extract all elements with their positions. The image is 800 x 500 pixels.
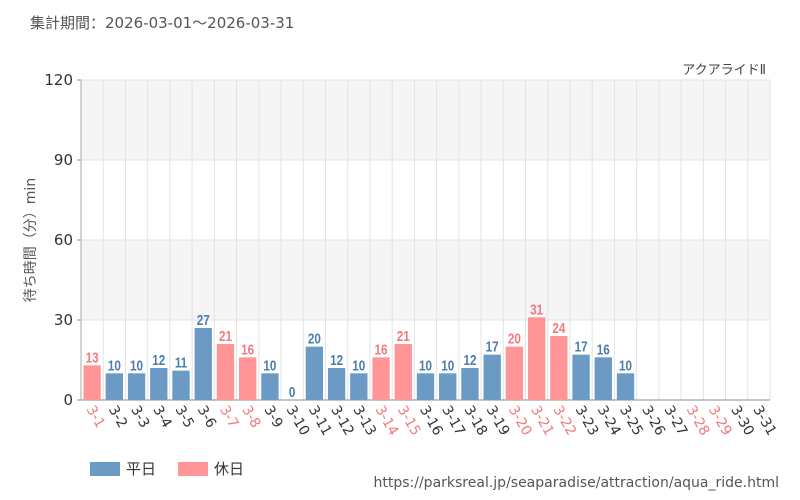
bar (350, 373, 368, 400)
bar-value-label: 17 (575, 338, 588, 355)
x-tick-label: 3-3 (127, 403, 152, 431)
x-tick-label: 3-6 (194, 403, 219, 431)
bar (172, 370, 190, 400)
bar-value-label: 12 (330, 352, 343, 369)
bar-value-label: 11 (175, 354, 188, 371)
bar-value-label: 31 (530, 301, 543, 318)
bar-value-label: 10 (352, 357, 365, 374)
bar (505, 346, 524, 400)
bar-value-label: 10 (441, 357, 454, 374)
bar-value-label: 20 (508, 330, 521, 347)
bar (616, 373, 635, 400)
y-tick-label: 90 (54, 151, 73, 169)
x-tick-label: 3-9 (260, 403, 285, 431)
bar (216, 344, 235, 400)
bar (527, 317, 546, 400)
bar-value-label: 10 (108, 357, 121, 374)
bar (483, 354, 501, 400)
bar (416, 373, 435, 400)
bar (105, 373, 124, 400)
legend-item-holiday: 休日 (178, 458, 244, 479)
bar (239, 357, 257, 400)
bar-value-label: 16 (375, 341, 388, 358)
bar (150, 368, 168, 400)
bar (394, 344, 412, 400)
legend: 平日 休日 (90, 458, 266, 479)
legend-label-holiday: 休日 (214, 460, 245, 478)
x-tick-label: 3-1 (83, 403, 108, 431)
bar (372, 357, 390, 400)
bar-value-label: 16 (597, 341, 610, 358)
bar-value-label: 27 (197, 312, 210, 329)
bar (572, 354, 590, 400)
bar (439, 373, 457, 400)
grid-band (81, 80, 770, 160)
bar-value-label: 13 (86, 349, 99, 366)
x-tick-label: 3-5 (172, 403, 197, 431)
legend-swatch-weekday (90, 461, 120, 476)
source-url[interactable]: https://parksreal.jp/seaparadise/attract… (373, 475, 780, 491)
bar (305, 346, 324, 400)
x-tick-label: 3-7 (216, 403, 241, 431)
bar-value-label: 21 (219, 328, 232, 345)
x-tick-label: 3-2 (105, 403, 130, 431)
bar-value-label: 17 (486, 338, 499, 355)
bar-value-label: 16 (241, 341, 254, 358)
bar (594, 357, 612, 400)
period-label: 集計期間：2026-03-01～2026-03-31 (30, 14, 295, 32)
x-tick-label: 3-4 (149, 403, 174, 431)
bar-value-label: 10 (130, 357, 143, 374)
bar (327, 368, 346, 400)
bar-value-label: 12 (463, 352, 476, 369)
bar (550, 336, 568, 400)
y-tick-label: 0 (63, 391, 73, 409)
bar (127, 373, 146, 400)
y-tick-label: 30 (54, 311, 73, 329)
grid-band (81, 240, 770, 320)
bar-value-label: 0 (289, 384, 296, 401)
y-axis-label: 待ち時間（分）min (23, 178, 39, 302)
y-tick-label: 60 (54, 231, 73, 249)
x-tick-label: 3-31 (749, 403, 779, 439)
bar (194, 328, 212, 400)
bar (461, 368, 479, 400)
legend-label-weekday: 平日 (126, 460, 157, 478)
legend-item-weekday: 平日 (90, 458, 156, 479)
chart-title: アクアライドⅡ (682, 63, 766, 78)
bar-value-label: 10 (419, 357, 432, 374)
bar-value-label: 12 (152, 352, 165, 369)
bar-value-label: 21 (397, 328, 410, 345)
x-tick-label: 3-8 (238, 403, 263, 431)
bar-value-label: 10 (263, 357, 276, 374)
y-tick-label: 120 (44, 71, 73, 89)
bar-value-label: 20 (308, 330, 321, 347)
bar-value-label: 24 (552, 320, 565, 337)
bar (261, 373, 279, 400)
bar-value-label: 10 (619, 357, 632, 374)
bar (83, 365, 101, 400)
legend-swatch-holiday (178, 461, 209, 476)
